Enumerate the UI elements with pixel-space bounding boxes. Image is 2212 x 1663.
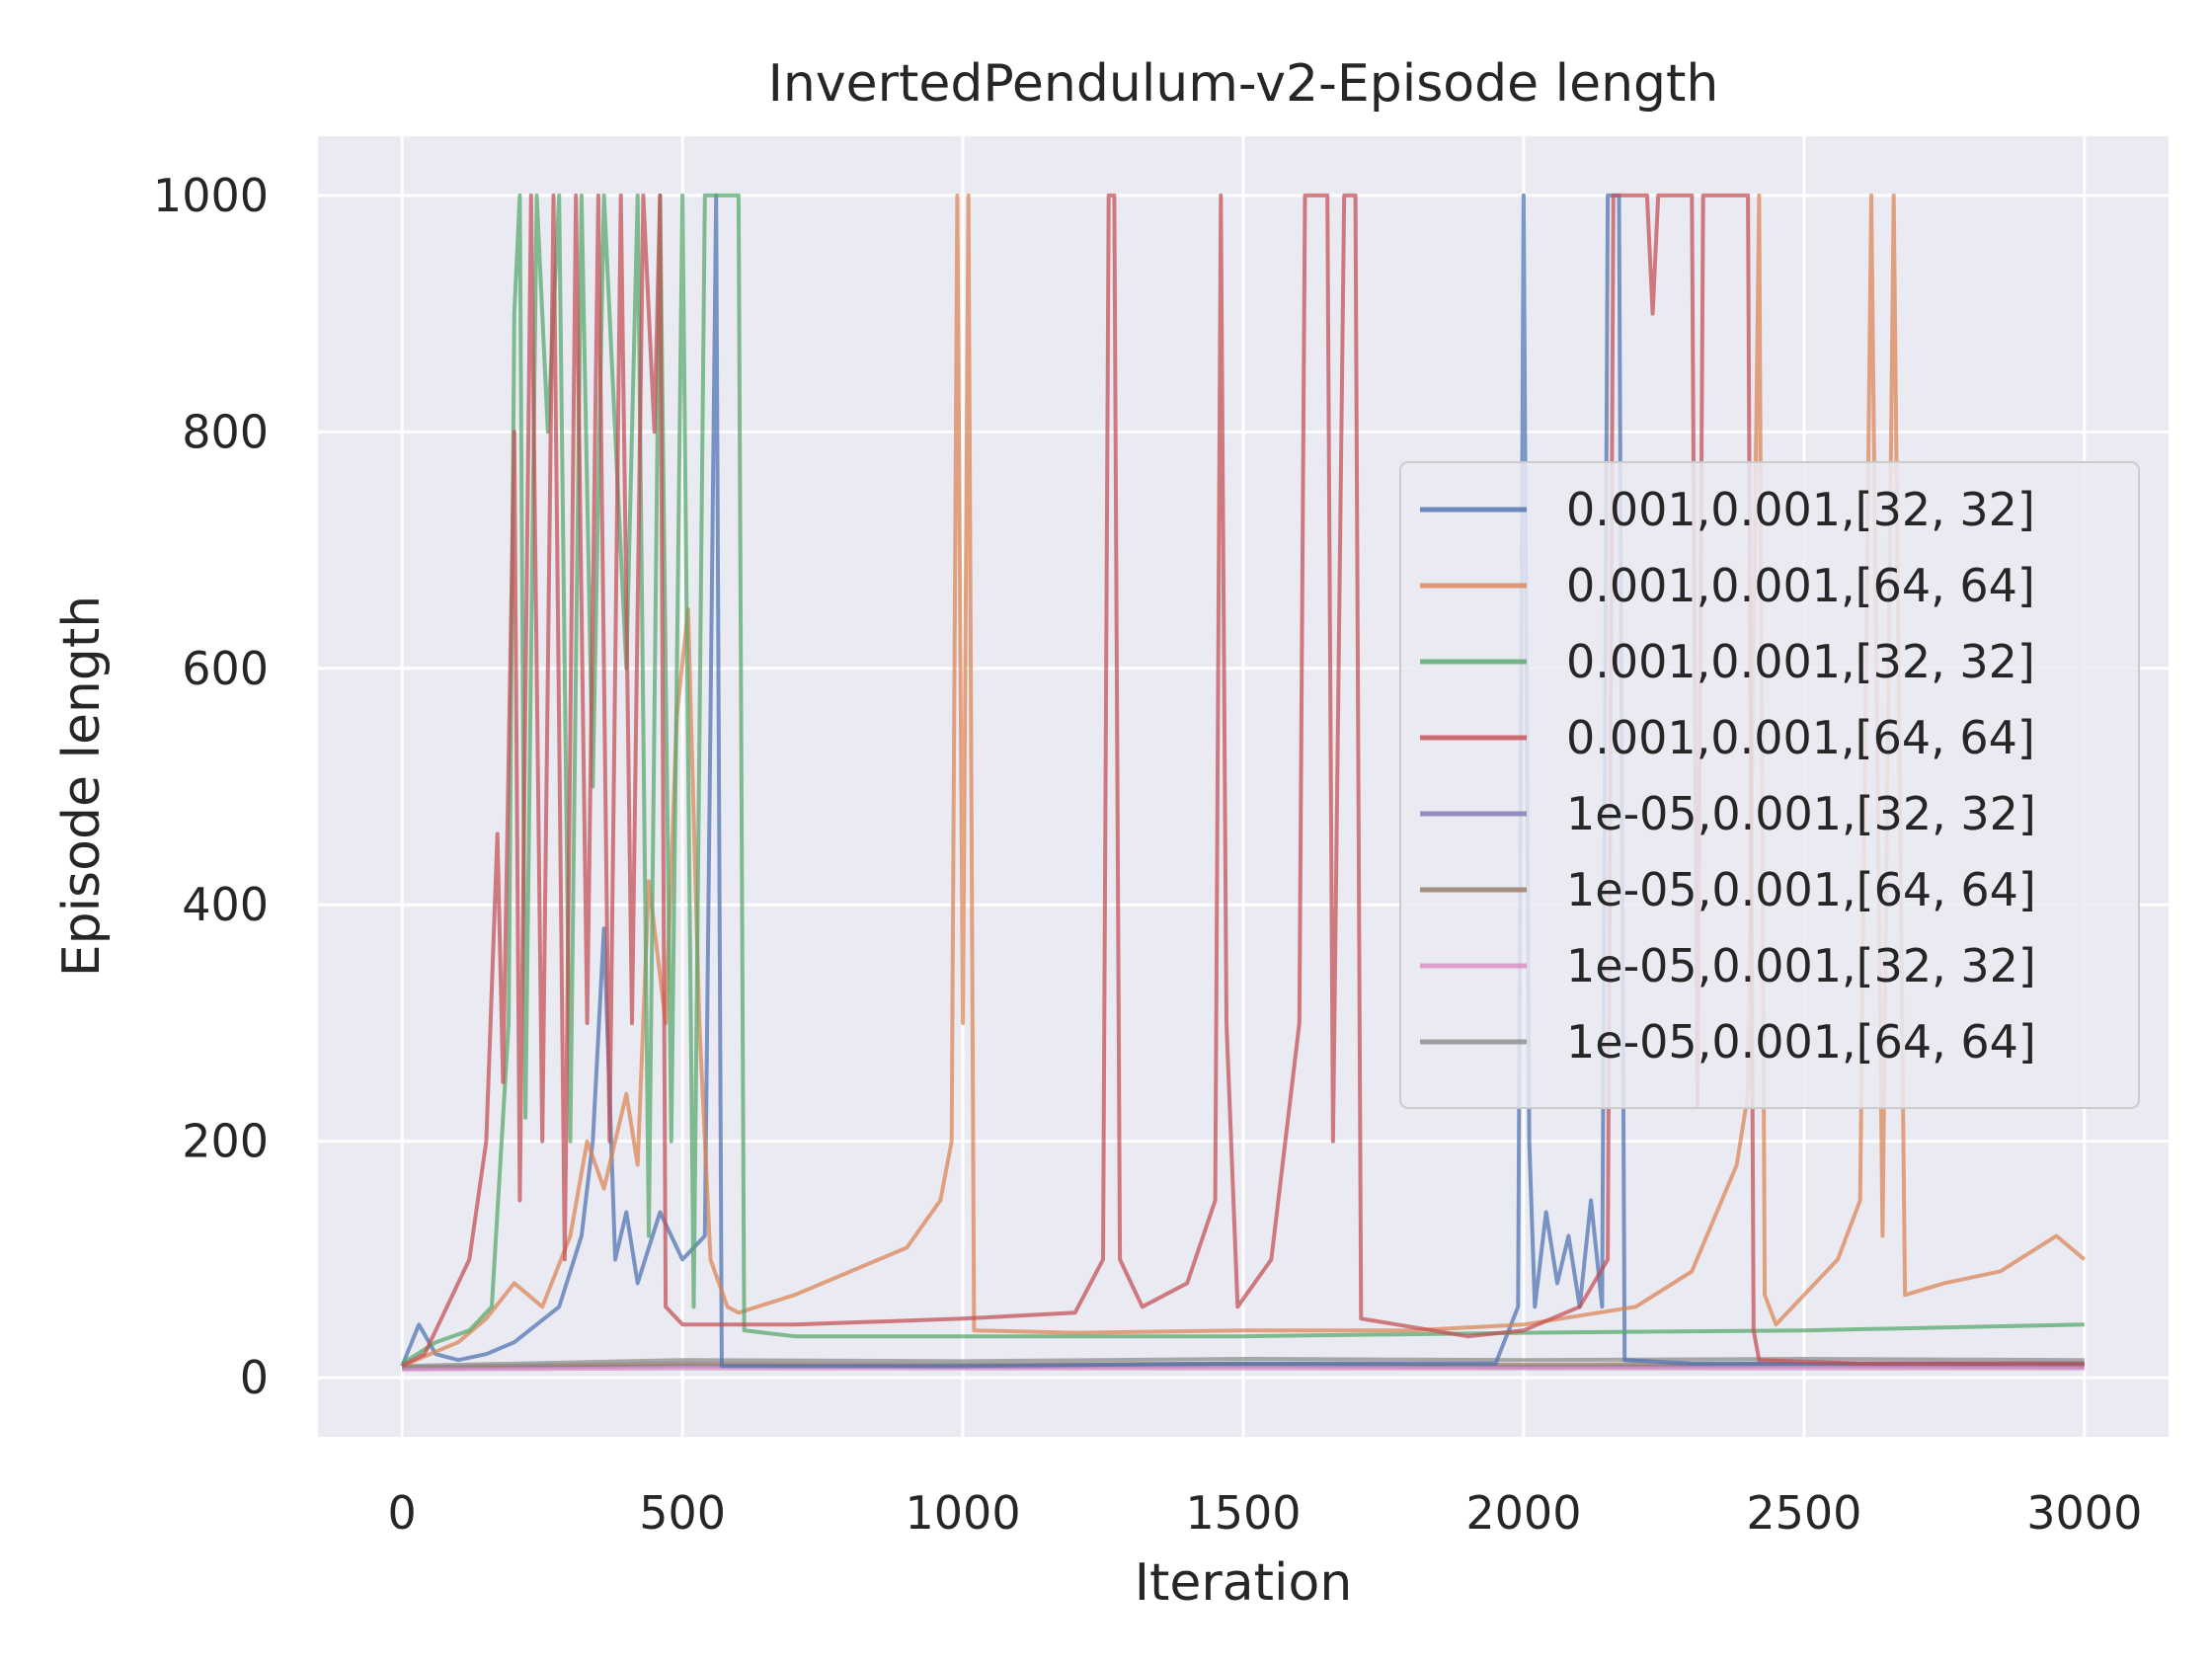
- y-tick-label: 800: [182, 405, 269, 458]
- series-line-5: [402, 1364, 2085, 1371]
- chart-title: InvertedPendulum-v2-Episode length: [768, 54, 1719, 114]
- legend-label: 1e-05,0.001,[64, 64]: [1566, 1015, 2036, 1069]
- x-tick-label: 1000: [906, 1486, 1021, 1540]
- x-tick-label: 1500: [1185, 1486, 1301, 1540]
- x-tick-label: 2500: [1746, 1486, 1861, 1540]
- legend: 0.001,0.001,[32, 32] 0.001,0.001,[64, 64]…: [1399, 461, 2140, 1109]
- legend-label: 1e-05,0.001,[64, 64]: [1566, 863, 2036, 916]
- x-tick-label: 500: [639, 1486, 726, 1540]
- y-ticks: 0 200 400 600 800 1000: [153, 169, 269, 1404]
- series-line-3: [401, 193, 2085, 1366]
- legend-box: [1399, 461, 2140, 1109]
- series-line-4: [401, 193, 2085, 1368]
- y-tick-label: 1000: [153, 169, 269, 222]
- y-axis-label: Episode length: [52, 595, 112, 978]
- legend-label: 0.001,0.001,[32, 32]: [1566, 483, 2035, 536]
- series-line-2: [401, 193, 2087, 1369]
- series-line-7: [402, 1366, 2085, 1372]
- legend-label: 0.001,0.001,[64, 64]: [1566, 559, 2035, 612]
- series-line-8: [402, 1357, 2085, 1369]
- x-ticks: 0 500 1000 1500 2000 2500 3000: [388, 1486, 2143, 1540]
- x-tick-label: 3000: [2026, 1486, 2142, 1540]
- x-tick-label: 2000: [1465, 1486, 1581, 1540]
- series-line-1: [400, 193, 2085, 1369]
- y-tick-label: 0: [240, 1351, 269, 1404]
- legend-label: 1e-05,0.001,[32, 32]: [1566, 939, 2036, 992]
- x-tick-label: 0: [388, 1486, 417, 1540]
- legend-label: 0.001,0.001,[32, 32]: [1566, 635, 2035, 688]
- y-tick-label: 200: [182, 1115, 269, 1168]
- x-axis-label: Iteration: [1135, 1553, 1353, 1613]
- legend-label: 1e-05,0.001,[32, 32]: [1566, 787, 2036, 840]
- legend-label: 0.001,0.001,[64, 64]: [1566, 711, 2035, 764]
- series-group: [400, 193, 2087, 1372]
- y-tick-label: 600: [182, 642, 269, 695]
- y-tick-label: 400: [182, 878, 269, 931]
